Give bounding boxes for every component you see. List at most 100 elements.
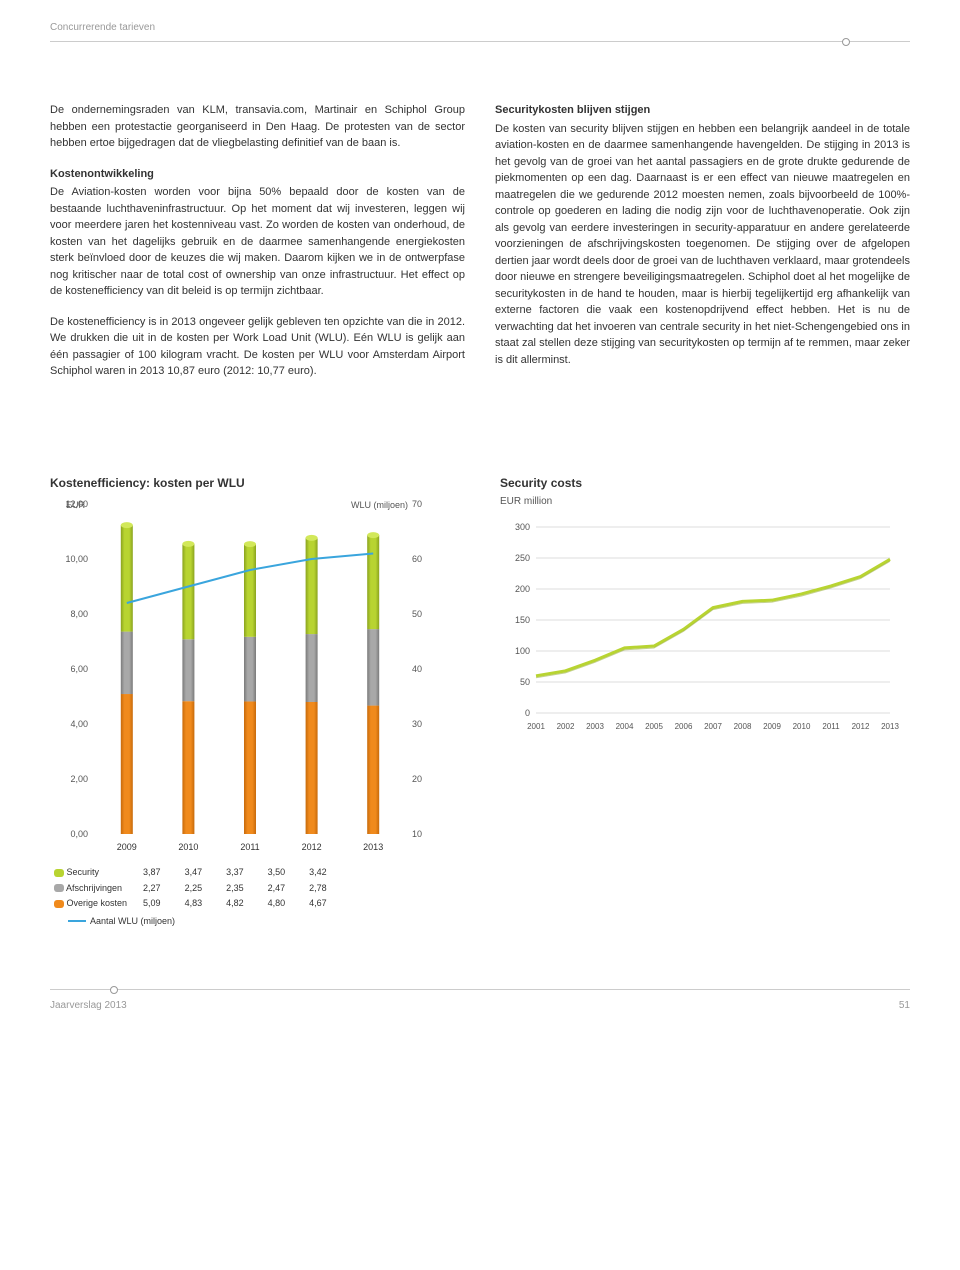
bar-segment-overige [306,702,318,834]
bar-segment-afschrijvingen [306,634,318,702]
y-tick: 250 [515,553,530,563]
header-marker-icon [842,38,850,46]
page: Concurrerende tarieven De ondernemingsra… [0,0,960,1033]
table-cell: 4,67 [297,896,339,912]
chart-security-costs: Security costs EUR million 0501001502002… [500,474,910,743]
legend-label: Aantal WLU (miljoen) [90,916,175,926]
chart1-svg: EURWLU (miljoen)0,002,004,006,008,0010,0… [50,494,450,854]
charts-row: Kostenefficiency: kosten per WLU EURWLU … [50,474,910,930]
chart1-legend-table: Security 3,873,473,373,503,42 Afschrijvin… [50,865,339,929]
legend-label: Security [67,867,100,877]
x-tick-year: 2008 [734,722,752,731]
table-cell: 3,47 [173,865,215,881]
x-tick-year: 2011 [822,722,840,731]
x-tick-year: 2013 [363,842,383,852]
x-tick-year: 2004 [616,722,634,731]
table-cell: 5,09 [131,896,173,912]
table-cell: 4,80 [256,896,298,912]
paragraph: De ondernemingsraden van KLM, transavia.… [50,102,465,152]
table-cell: 3,87 [131,865,173,881]
subheading: Kostenontwikkeling [50,166,465,183]
bar-cap [121,522,133,528]
y-tick-left: 12,00 [65,499,88,509]
bar-segment-security [306,537,318,633]
footer-page-number: 51 [899,998,910,1013]
y-tick-left: 0,00 [70,829,88,839]
x-tick-year: 2002 [557,722,575,731]
y-tick-right: 40 [412,664,422,674]
footer-left: Jaarverslag 2013 [50,998,127,1013]
table-row: Overige kosten5,094,834,824,804,67 [50,896,339,912]
y-tick: 50 [520,677,530,687]
x-tick-year: 2010 [178,842,198,852]
y-tick-left: 2,00 [70,774,88,784]
bar-segment-overige [367,705,379,833]
text-columns: De ondernemingsraden van KLM, transavia.… [50,102,910,394]
legend-label: Afschrijvingen [66,883,122,893]
section-label: Concurrerende tarieven [50,20,910,35]
bar-segment-security [244,544,256,637]
chart-subtitle: EUR million [500,494,910,509]
bar-segment-security [182,543,194,638]
x-tick-year: 2005 [645,722,663,731]
x-tick-year: 2012 [852,722,870,731]
subheading: Securitykosten blijven stijgen [495,102,910,119]
table-cell: 3,37 [214,865,256,881]
y-tick: 0 [525,708,530,718]
table-cell: 2,25 [173,881,215,897]
x-tick-year: 2003 [586,722,604,731]
bar-segment-afschrijvingen [367,629,379,705]
x-tick-year: 2012 [302,842,322,852]
bar-cap [306,534,318,540]
x-tick-year: 2009 [763,722,781,731]
chart2-svg-container: 0 50 100 150 200 250 300 2001 2002 2003 2004 2005 20… [500,517,910,743]
table-cell: 3,42 [297,865,339,881]
x-tick-year: 2013 [881,722,899,731]
y-tick-left: 4,00 [70,719,88,729]
bar-segment-security [121,525,133,631]
x-tick-year: 2007 [704,722,722,731]
bar-cap [367,532,379,538]
y-tick: 300 [515,522,530,532]
paragraph: De Aviation-kosten worden voor bijna 50%… [50,184,465,300]
chart-title: Kostenefficiency: kosten per WLU [50,474,460,492]
legend-label: Overige kosten [67,898,128,908]
y-tick-right: 30 [412,719,422,729]
y-tick-right: 50 [412,609,422,619]
security-cost-line [536,559,890,676]
table-cell: 2,78 [297,881,339,897]
table-cell: 4,82 [214,896,256,912]
y-tick-right: 60 [412,554,422,564]
bar-segment-security [367,535,379,629]
footer-marker-icon [110,986,118,994]
y-tick-right: 70 [412,499,422,509]
x-tick-year: 2010 [793,722,811,731]
legend-line-icon [68,920,86,922]
table-row: Aantal WLU (miljoen) [50,912,339,930]
chart-kostenefficiency: Kostenefficiency: kosten per WLU EURWLU … [50,474,460,930]
x-tick-year: 2011 [240,842,259,852]
y-tick: 150 [515,615,530,625]
right-axis-label: WLU (miljoen) [351,500,408,510]
paragraph: De kostenefficiency is in 2013 ongeveer … [50,314,465,380]
chart1-svg-container: EURWLU (miljoen)0,002,004,006,008,0010,0… [50,494,460,860]
x-tick-year: 2009 [117,842,137,852]
y-tick-right: 20 [412,774,422,784]
table-cell: 2,47 [256,881,298,897]
bar-cap [182,540,194,546]
bar-cap [244,541,256,547]
bar-segment-overige [121,694,133,834]
y-tick: 100 [515,646,530,656]
table-cell: 3,50 [256,865,298,881]
page-footer: Jaarverslag 2013 51 [50,989,910,1013]
right-column: Securitykosten blijven stijgen De kosten… [495,102,910,394]
chart-title: Security costs [500,474,910,492]
bar-segment-afschrijvingen [244,636,256,701]
bar-segment-overige [182,701,194,834]
x-tick-year: 2006 [675,722,693,731]
table-cell: 2,35 [214,881,256,897]
table-row: Afschrijvingen2,272,252,352,472,78 [50,881,339,897]
x-tick-year: 2001 [527,722,545,731]
y-tick: 200 [515,584,530,594]
legend-swatch [54,900,64,908]
